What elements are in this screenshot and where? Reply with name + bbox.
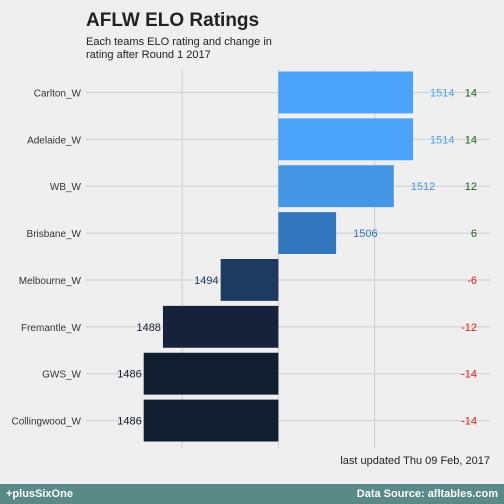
change-label: 14 (465, 134, 477, 146)
footer-brand: +plusSixOne (6, 488, 73, 500)
footer-source: Data Source: afltables.com (356, 488, 498, 500)
category-label: Melbourne_W (19, 276, 82, 287)
category-label: Adelaide_W (27, 135, 81, 146)
change-label: -14 (461, 416, 477, 428)
change-label: 12 (465, 181, 477, 193)
category-label: Collingwood_W (12, 417, 82, 428)
value-label: 1514 (430, 87, 454, 99)
bar (220, 259, 279, 301)
last-updated-text: last updated Thu 09 Feb, 2017 (340, 455, 490, 467)
value-label: 1486 (117, 416, 141, 428)
value-label: 1514 (430, 134, 454, 146)
value-label: 1494 (194, 275, 218, 287)
change-label: -14 (461, 369, 477, 381)
change-label: 14 (465, 87, 477, 99)
bar (143, 352, 279, 395)
value-label: 1488 (136, 322, 160, 334)
value-label: 1512 (411, 181, 435, 193)
bar (278, 71, 414, 114)
change-label: -12 (461, 322, 477, 334)
category-label: WB_W (50, 182, 82, 193)
category-label: Carlton_W (34, 88, 82, 99)
category-label: Brisbane_W (27, 229, 82, 240)
bar (278, 118, 414, 161)
change-label: 6 (471, 228, 477, 240)
bar (278, 212, 337, 254)
category-label: GWS_W (42, 370, 81, 381)
category-label: Fremantle_W (21, 323, 82, 334)
chart-title: AFLW ELO Ratings (86, 10, 260, 31)
chart-subtitle: Each teams ELO rating and change in rati… (86, 36, 272, 61)
change-label: -6 (467, 275, 477, 287)
bar-chart: Carlton_W 1514 14 Adelaide_W 1514 14 WB_W 1512 1… (12, 69, 490, 448)
footer-bar: +plusSixOne Data Source: afltables.com (0, 484, 504, 504)
bar (162, 305, 279, 348)
value-label: 1486 (117, 369, 141, 381)
bar (143, 399, 279, 442)
value-label: 1506 (353, 228, 377, 240)
bar (278, 165, 394, 208)
